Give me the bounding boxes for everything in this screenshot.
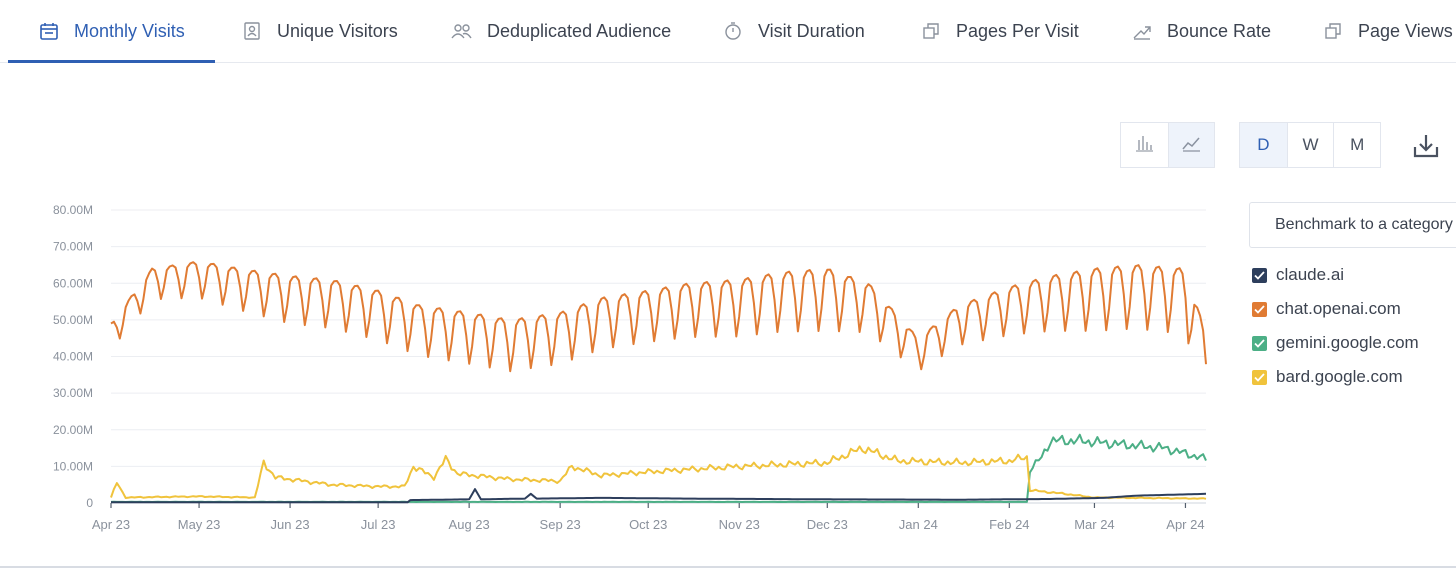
x-tick-label: Aug 23 xyxy=(449,517,490,532)
bar-chart-icon xyxy=(1134,134,1154,157)
y-tick-label: 30.00M xyxy=(53,386,93,400)
calendar-icon xyxy=(38,20,60,42)
x-tick-label: Feb 24 xyxy=(989,517,1029,532)
tab-page-views[interactable]: Page Views xyxy=(1322,0,1453,62)
x-tick-label: Jul 23 xyxy=(361,517,396,532)
metric-tabs: Monthly Visits Unique Visitors Deduplica… xyxy=(0,0,1456,63)
stopwatch-icon xyxy=(722,20,744,42)
x-tick-label: Mar 24 xyxy=(1074,517,1114,532)
granularity-day-button[interactable]: D xyxy=(1240,123,1287,167)
x-tick-label: Jun 23 xyxy=(271,517,310,532)
y-tick-label: 0 xyxy=(86,496,93,510)
legend-item-bard[interactable]: bard.google.com xyxy=(1252,360,1419,394)
visits-line-chart: 0 10.00M 20.00M 30.00M 40.00M 50.00M 60.00M 70.… xyxy=(53,203,1207,532)
granularity-month-button[interactable]: M xyxy=(1333,123,1380,167)
series-line-bard xyxy=(110,445,1207,500)
checkbox-checked-icon[interactable] xyxy=(1252,369,1267,385)
legend-item-claude[interactable]: claude.ai xyxy=(1252,258,1419,292)
benchmark-dropdown[interactable]: Benchmark to a category xyxy=(1249,202,1456,248)
x-tick-label: Jan 24 xyxy=(899,517,938,532)
pages-icon xyxy=(1322,20,1344,42)
x-tick-label: May 23 xyxy=(178,517,221,532)
divider xyxy=(0,566,1456,568)
download-icon xyxy=(1410,135,1442,166)
x-tick-label: Nov 23 xyxy=(719,517,760,532)
y-tick-label: 80.00M xyxy=(53,203,93,217)
y-tick-label: 50.00M xyxy=(53,313,93,327)
tab-pages-per-visit[interactable]: Pages Per Visit xyxy=(920,0,1079,62)
tab-deduplicated-audience[interactable]: Deduplicated Audience xyxy=(451,0,671,62)
y-tick-label: 40.00M xyxy=(53,350,93,364)
checkbox-checked-icon[interactable] xyxy=(1252,301,1267,317)
tab-bounce-rate[interactable]: Bounce Rate xyxy=(1131,0,1271,62)
legend-label: claude.ai xyxy=(1276,265,1345,284)
checkbox-checked-icon[interactable] xyxy=(1252,335,1267,351)
legend-item-gemini[interactable]: gemini.google.com xyxy=(1252,326,1419,360)
legend-label: chat.openai.com xyxy=(1276,299,1401,318)
download-button[interactable] xyxy=(1410,130,1442,162)
tab-unique-visitors[interactable]: Unique Visitors xyxy=(241,0,398,62)
granularity-week-button[interactable]: W xyxy=(1286,123,1334,167)
pages-icon xyxy=(920,20,942,42)
line-chart-icon xyxy=(1181,134,1201,157)
benchmark-label: Benchmark to a category xyxy=(1275,216,1453,233)
chart-type-toggle xyxy=(1120,122,1215,168)
x-tick-label: Oct 23 xyxy=(629,517,667,532)
trend-arrow-icon xyxy=(1131,20,1153,42)
y-tick-label: 60.00M xyxy=(53,276,93,290)
legend-item-chatgpt[interactable]: chat.openai.com xyxy=(1252,292,1419,326)
tab-visit-duration[interactable]: Visit Duration xyxy=(722,0,865,62)
tab-monthly-visits[interactable]: Monthly Visits xyxy=(8,0,215,63)
series-line-chatgpt xyxy=(110,261,1207,373)
legend-label: bard.google.com xyxy=(1276,367,1403,386)
x-tick-label: Apr 24 xyxy=(1166,517,1204,532)
bar-chart-button[interactable] xyxy=(1121,123,1168,167)
legend-label: gemini.google.com xyxy=(1276,333,1419,352)
people-icon xyxy=(451,20,473,42)
y-tick-label: 70.00M xyxy=(53,240,93,254)
checkbox-checked-icon[interactable] xyxy=(1252,267,1267,283)
line-chart-button[interactable] xyxy=(1167,123,1214,167)
x-tick-label: Dec 23 xyxy=(807,517,848,532)
x-tick-label: Sep 23 xyxy=(540,517,581,532)
chart-legend: claude.ai chat.openai.com gemini.google.… xyxy=(1252,258,1419,394)
series-line-claude xyxy=(111,488,1207,504)
person-badge-icon xyxy=(241,20,263,42)
y-tick-label: 20.00M xyxy=(53,423,93,437)
x-tick-label: Apr 23 xyxy=(92,517,130,532)
granularity-toggle: D W M xyxy=(1239,122,1381,168)
y-tick-label: 10.00M xyxy=(53,459,93,473)
